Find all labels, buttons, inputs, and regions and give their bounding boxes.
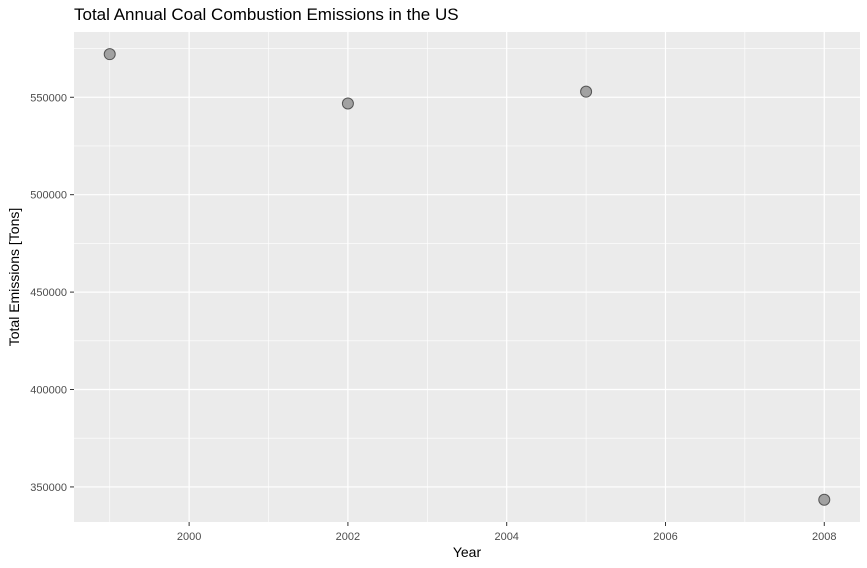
x-tick-label: 2006 [653, 531, 677, 543]
chart-title: Total Annual Coal Combustion Emissions i… [74, 5, 459, 24]
y-tick-label: 450000 [30, 287, 67, 299]
x-tick-label: 2008 [812, 531, 836, 543]
minor-gridlines [74, 32, 860, 522]
x-axis-ticks: 2000 2002 2004 2006 2008 [177, 522, 837, 543]
x-tick-label: 2002 [336, 531, 360, 543]
y-axis-title: Total Emissions [Tons] [6, 208, 22, 347]
data-point [818, 493, 831, 506]
y-tick-label: 350000 [30, 482, 67, 494]
plot-panel [74, 32, 860, 522]
data-point [341, 97, 354, 110]
major-gridlines [74, 32, 860, 522]
data-point [103, 48, 116, 61]
x-axis-title: Year [453, 544, 482, 560]
x-tick-label: 2004 [494, 531, 518, 543]
y-tick-label: 400000 [30, 385, 67, 397]
x-tick-label: 2000 [177, 531, 201, 543]
data-point [580, 85, 593, 98]
y-axis-ticks: 350000 400000 450000 500000 550000 [30, 92, 74, 494]
y-tick-label: 500000 [30, 190, 67, 202]
y-tick-label: 550000 [30, 92, 67, 104]
data-points [103, 48, 831, 506]
